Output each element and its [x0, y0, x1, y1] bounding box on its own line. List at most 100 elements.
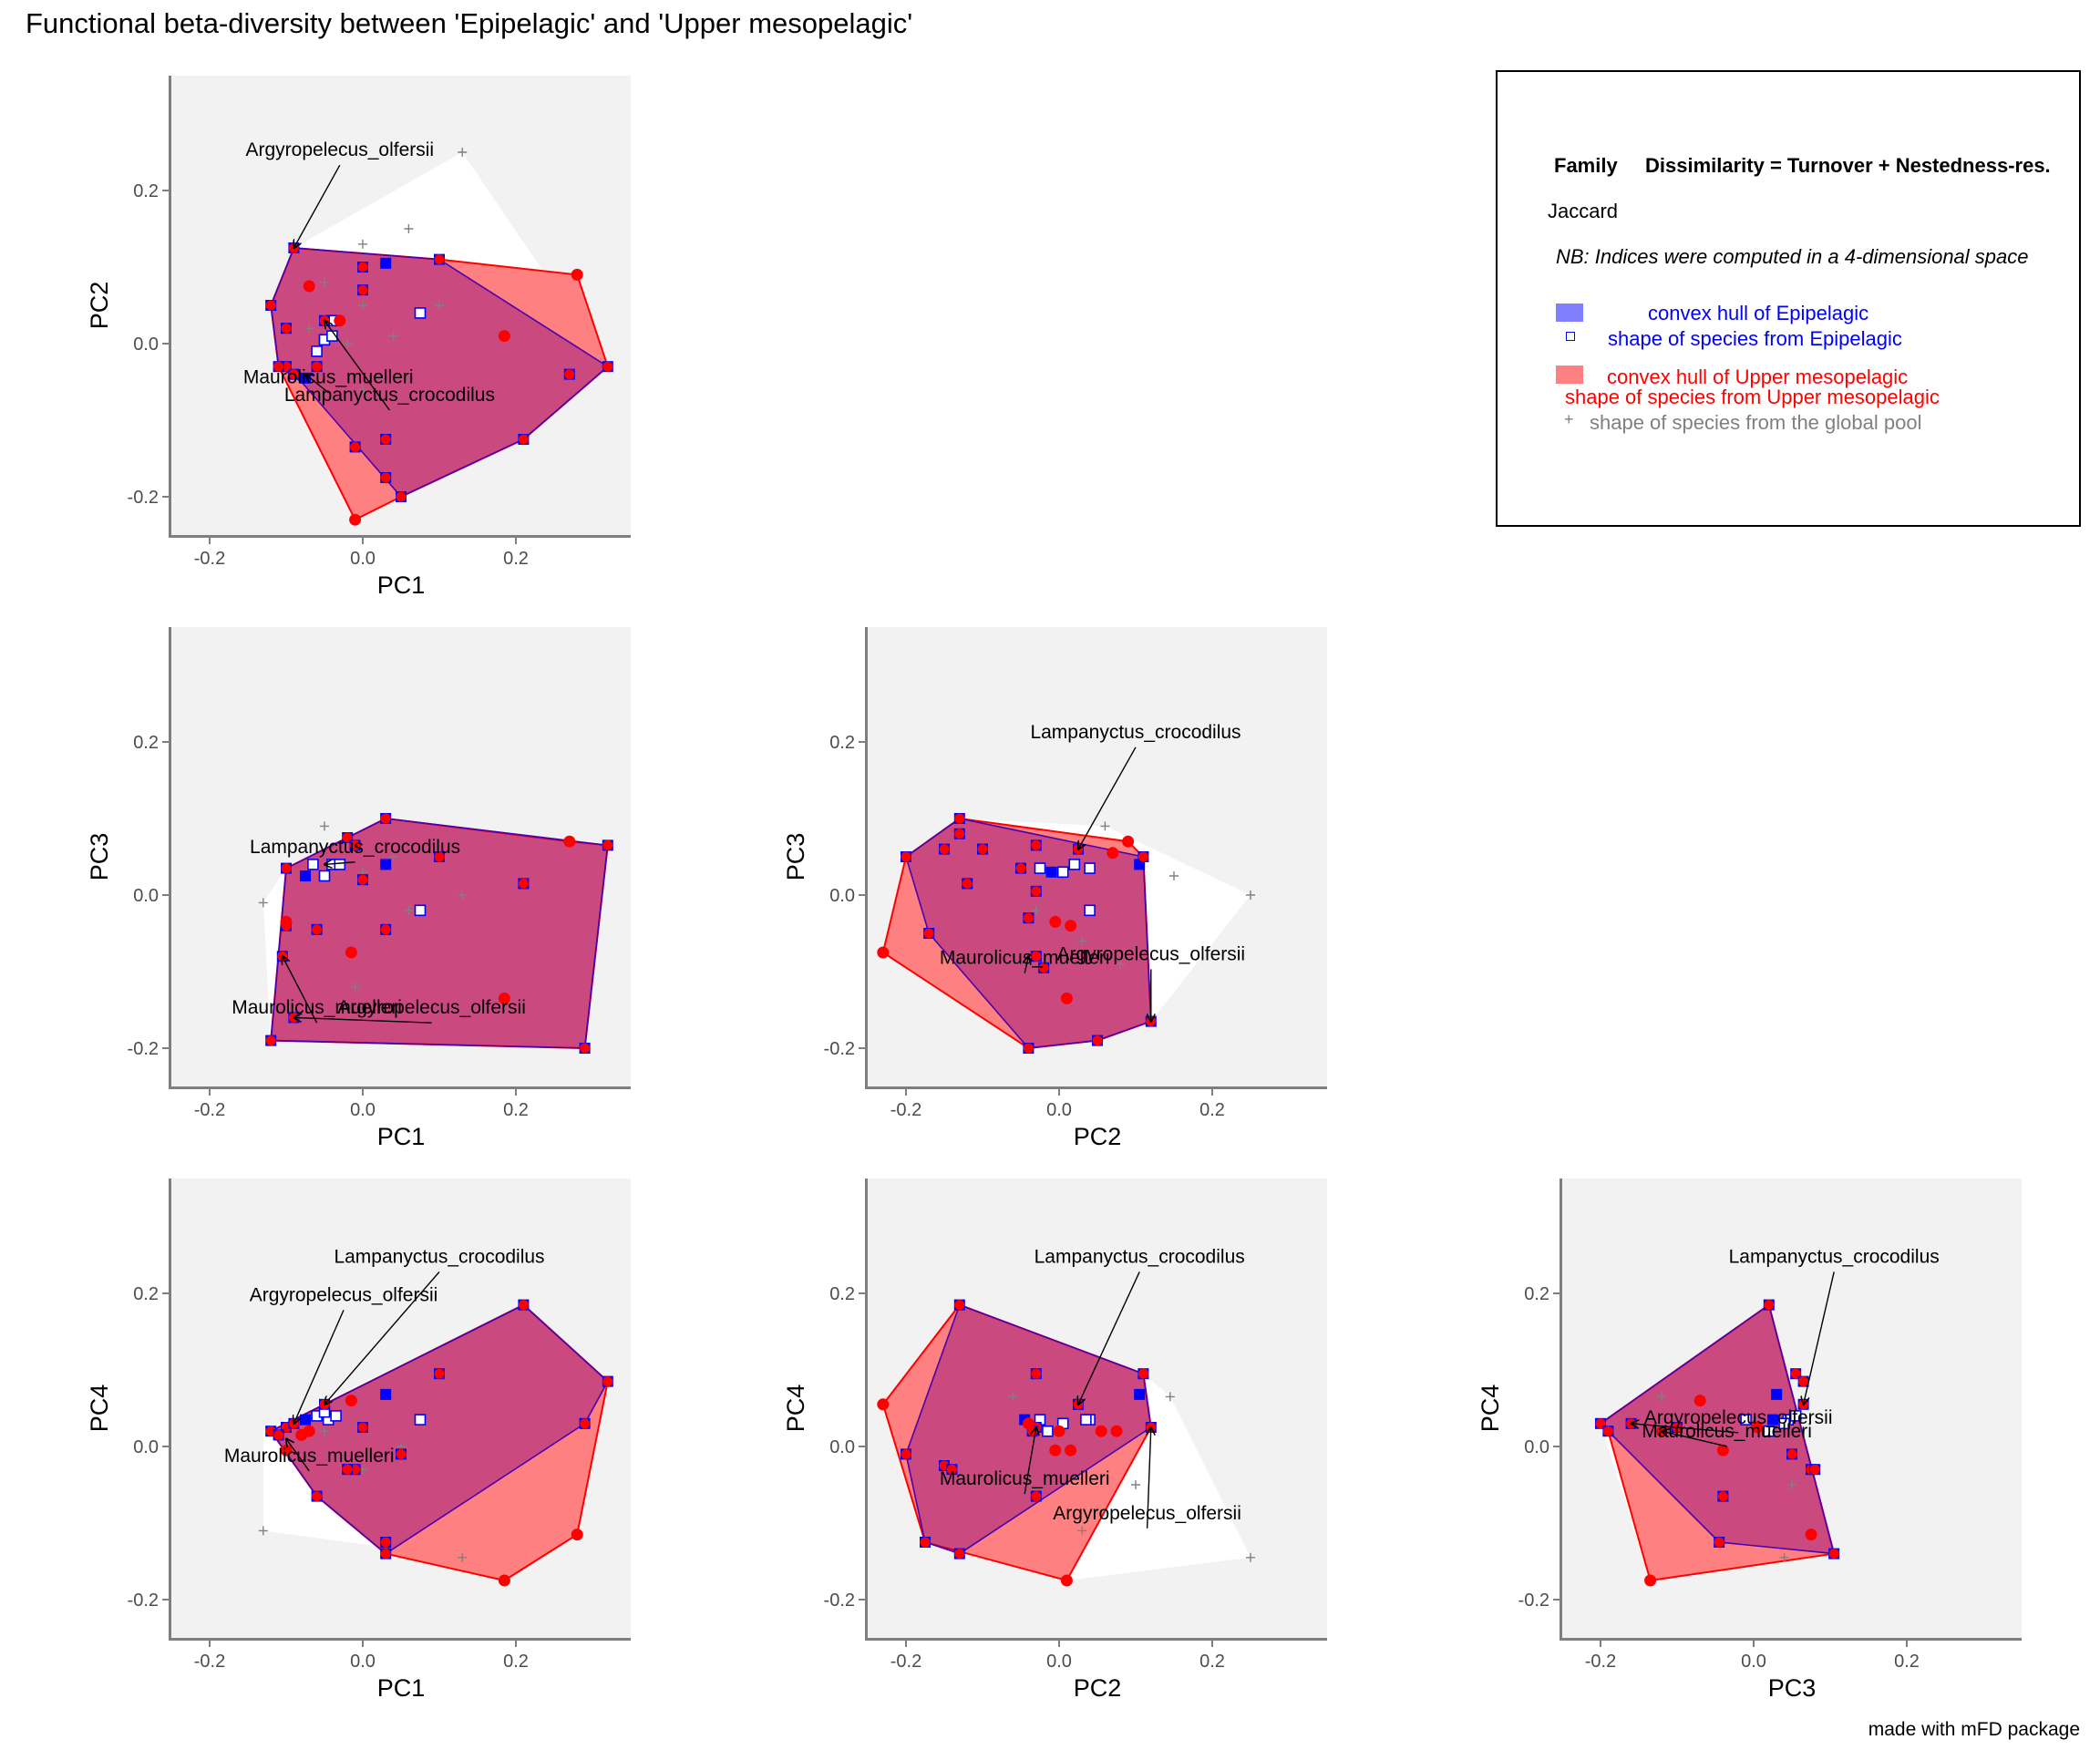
species-label: Argyropelecus_olfersii [1053, 1503, 1241, 1524]
y-tick-label: 0.2 [1524, 1284, 1549, 1304]
epipelagic-species-open-point [334, 859, 346, 870]
species-label-arrow [1632, 1424, 1739, 1434]
epipelagic-species-point [1045, 866, 1057, 878]
pool-species-point [320, 277, 329, 287]
x-tick-label: 0.2 [1894, 1652, 1920, 1672]
y-tick-label: 0.0 [1524, 1437, 1549, 1457]
upper-mesopelagic-species-point [1107, 847, 1119, 860]
shared-species-dot [380, 813, 391, 824]
pool-species-point [1077, 936, 1087, 946]
species-label: Maurolicus_muelleri [224, 1446, 395, 1467]
pool-species-point [320, 1426, 329, 1436]
shared-species-dot [1092, 1035, 1103, 1046]
pool-species-point [1165, 1392, 1175, 1402]
shared-species-dot [518, 1300, 529, 1311]
upper-mesopelagic-species-point [498, 330, 510, 343]
shared-species-dot [1031, 1368, 1042, 1379]
legend-epi-hull-swatch [1556, 304, 1583, 322]
shared-species-dot [281, 863, 292, 874]
y-axis-label: PC2 [86, 282, 113, 330]
upper-mesopelagic-species-point [1053, 1425, 1065, 1437]
y-tick-label: -0.2 [128, 1590, 159, 1611]
species-label: Lampanyctus_crocodilus [1030, 722, 1240, 743]
species-label: Lampanyctus_crocodilus [1729, 1246, 1940, 1267]
pool-species-point [320, 821, 329, 831]
shared-species-dot [273, 1429, 284, 1440]
y-tick-label: 0.0 [133, 886, 159, 906]
epipelagic-species-open-point [1789, 1410, 1802, 1422]
shared-species-dot [434, 1368, 445, 1379]
shared-species-dot [380, 924, 391, 935]
upper-mesopelagic-species-point [349, 513, 362, 526]
shared-species-dot [518, 434, 529, 445]
y-axis-label: PC3 [86, 833, 113, 881]
panel-pc1-pc3: Lampanyctus_crocodilus Maurolicus_mueller… [0, 606, 693, 1171]
pool-species-point [458, 148, 468, 157]
shared-species-dot [357, 1422, 368, 1433]
y-tick-label: 0.2 [133, 1284, 159, 1304]
epipelagic-species-open-point [1084, 862, 1096, 874]
pool-species-point [1031, 905, 1041, 915]
upper-mesopelagic-species-point [1693, 1395, 1706, 1407]
epipelagic-species-open-point [1778, 1417, 1790, 1430]
pool-species-point [1008, 1392, 1018, 1402]
x-tick-label: 0.2 [503, 1652, 529, 1672]
x-tick-label: 0.2 [1199, 1652, 1225, 1672]
shared-species-dot [1073, 1399, 1084, 1410]
species-label-arrow [293, 1017, 432, 1024]
upper-mesopelagic-species-point [877, 1398, 890, 1411]
shared-species-dot [518, 878, 529, 889]
panel-pc2-pc4: Lampanyctus_crocodilus Maurolicus_mueller… [696, 1158, 1389, 1723]
x-axis-label: PC3 [1768, 1674, 1817, 1702]
shared-species-dot [1023, 912, 1034, 923]
pool-species-point [404, 224, 414, 233]
x-tick-label: 0.0 [350, 549, 376, 569]
species-label-arrow [1662, 1431, 1727, 1447]
species-label: Lampanyctus_crocodilus [1035, 1246, 1245, 1267]
shared-species-dot [281, 323, 292, 334]
upper-mesopelagic-species-point [334, 314, 346, 327]
shared-species-dot [1015, 863, 1026, 874]
y-tick-label: -0.2 [824, 1039, 855, 1059]
epipelagic-hull [905, 818, 1152, 1049]
upper-mesopelagic-species-point [1060, 992, 1073, 1004]
species-label: Maurolicus_muelleri [243, 367, 414, 388]
species-label: Lampanyctus_crocodilus [334, 1246, 544, 1267]
pool-species-point [388, 852, 398, 861]
y-axis-label: PC3 [782, 833, 809, 881]
species-label: Argyropelecus_olfersii [1056, 943, 1245, 964]
pool-species-point [1131, 1480, 1140, 1489]
shared-species-dot [312, 924, 323, 935]
pool-species-point [1100, 821, 1110, 831]
pool-species-point [388, 331, 398, 341]
species-label-arrow [1024, 956, 1028, 973]
shared-species-dot [580, 1418, 591, 1429]
shared-species-dot [357, 262, 368, 273]
pool-species-point [1779, 1552, 1789, 1562]
shared-species-dot [962, 878, 973, 889]
legend-epi-hull-label: convex hull of Epipelagic [1648, 302, 1869, 324]
shared-species-dot [920, 1537, 931, 1548]
shared-species-dot [396, 1448, 407, 1459]
y-tick-label: 0.0 [829, 1437, 855, 1457]
x-axis-label: PC1 [377, 571, 426, 599]
shared-species-dot [380, 1549, 391, 1560]
epipelagic-species-point [1767, 1414, 1778, 1426]
shared-species-dot [380, 434, 391, 445]
species-label-arrow [283, 956, 318, 1024]
shared-species-dot [954, 1549, 965, 1560]
species-label: Argyropelecus_olfersii [250, 1284, 438, 1305]
species-label-arrow [324, 862, 355, 865]
species-label: Argyropelecus_olfersii [337, 997, 526, 1018]
x-tick-label: -0.2 [1585, 1652, 1616, 1672]
upper-mesopelagic-species-point [877, 946, 890, 959]
upper-mesopelagic-species-point [1751, 1421, 1764, 1434]
shared-species-dot [602, 1376, 613, 1387]
pool-species-point [358, 301, 367, 310]
species-label: Lampanyctus_crocodilus [284, 385, 495, 406]
shared-species-dot [1602, 1426, 1613, 1436]
scatter-plot-pc2-pc4: Lampanyctus_crocodilus Maurolicus_mueller… [782, 1179, 1327, 1702]
y-tick-label: 0.0 [133, 1437, 159, 1457]
shared-species-dot [1138, 1368, 1148, 1379]
epipelagic-species-open-point [1763, 1425, 1776, 1437]
